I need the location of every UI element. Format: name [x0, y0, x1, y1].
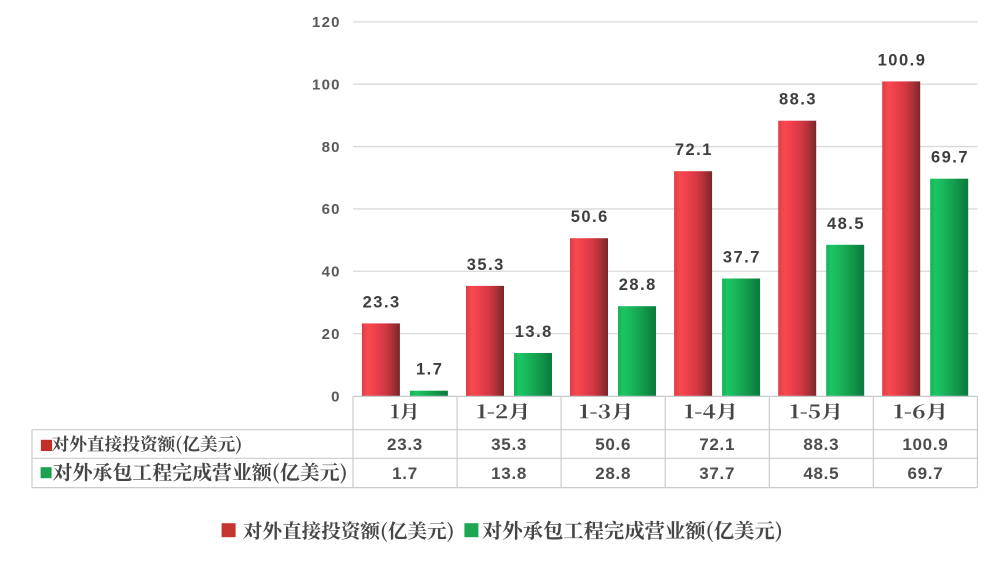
svg-text:13.8: 13.8 [515, 323, 553, 341]
svg-text:72.1: 72.1 [675, 141, 713, 159]
svg-text:48.5: 48.5 [827, 215, 865, 233]
svg-text:88.3: 88.3 [779, 91, 817, 109]
svg-text:40: 40 [322, 264, 341, 281]
svg-text:23.3: 23.3 [387, 435, 423, 454]
svg-text:37.7: 37.7 [723, 249, 761, 267]
svg-text:100.9: 100.9 [878, 51, 927, 69]
svg-text:35.3: 35.3 [467, 256, 505, 274]
svg-text:60: 60 [322, 201, 341, 218]
svg-text:0: 0 [331, 388, 341, 405]
svg-text:37.7: 37.7 [699, 464, 735, 483]
svg-text:69.7: 69.7 [931, 149, 969, 167]
svg-text:1.7: 1.7 [392, 464, 418, 483]
svg-text:50.6: 50.6 [571, 208, 609, 226]
svg-text:48.5: 48.5 [803, 464, 839, 483]
svg-text:20: 20 [322, 326, 341, 343]
svg-text:69.7: 69.7 [907, 464, 943, 483]
svg-text:13.8: 13.8 [491, 464, 527, 483]
svg-text:88.3: 88.3 [803, 435, 839, 454]
svg-text:23.3: 23.3 [363, 293, 401, 311]
svg-text:1.7: 1.7 [416, 361, 443, 379]
svg-text:72.1: 72.1 [699, 435, 735, 454]
svg-text:28.8: 28.8 [619, 276, 657, 294]
svg-text:100.9: 100.9 [902, 435, 948, 454]
svg-text:80: 80 [322, 139, 341, 156]
svg-text:35.3: 35.3 [491, 435, 527, 454]
svg-text:120: 120 [312, 14, 341, 31]
svg-text:100: 100 [312, 77, 341, 94]
svg-text:50.6: 50.6 [595, 435, 631, 454]
svg-text:28.8: 28.8 [595, 464, 631, 483]
